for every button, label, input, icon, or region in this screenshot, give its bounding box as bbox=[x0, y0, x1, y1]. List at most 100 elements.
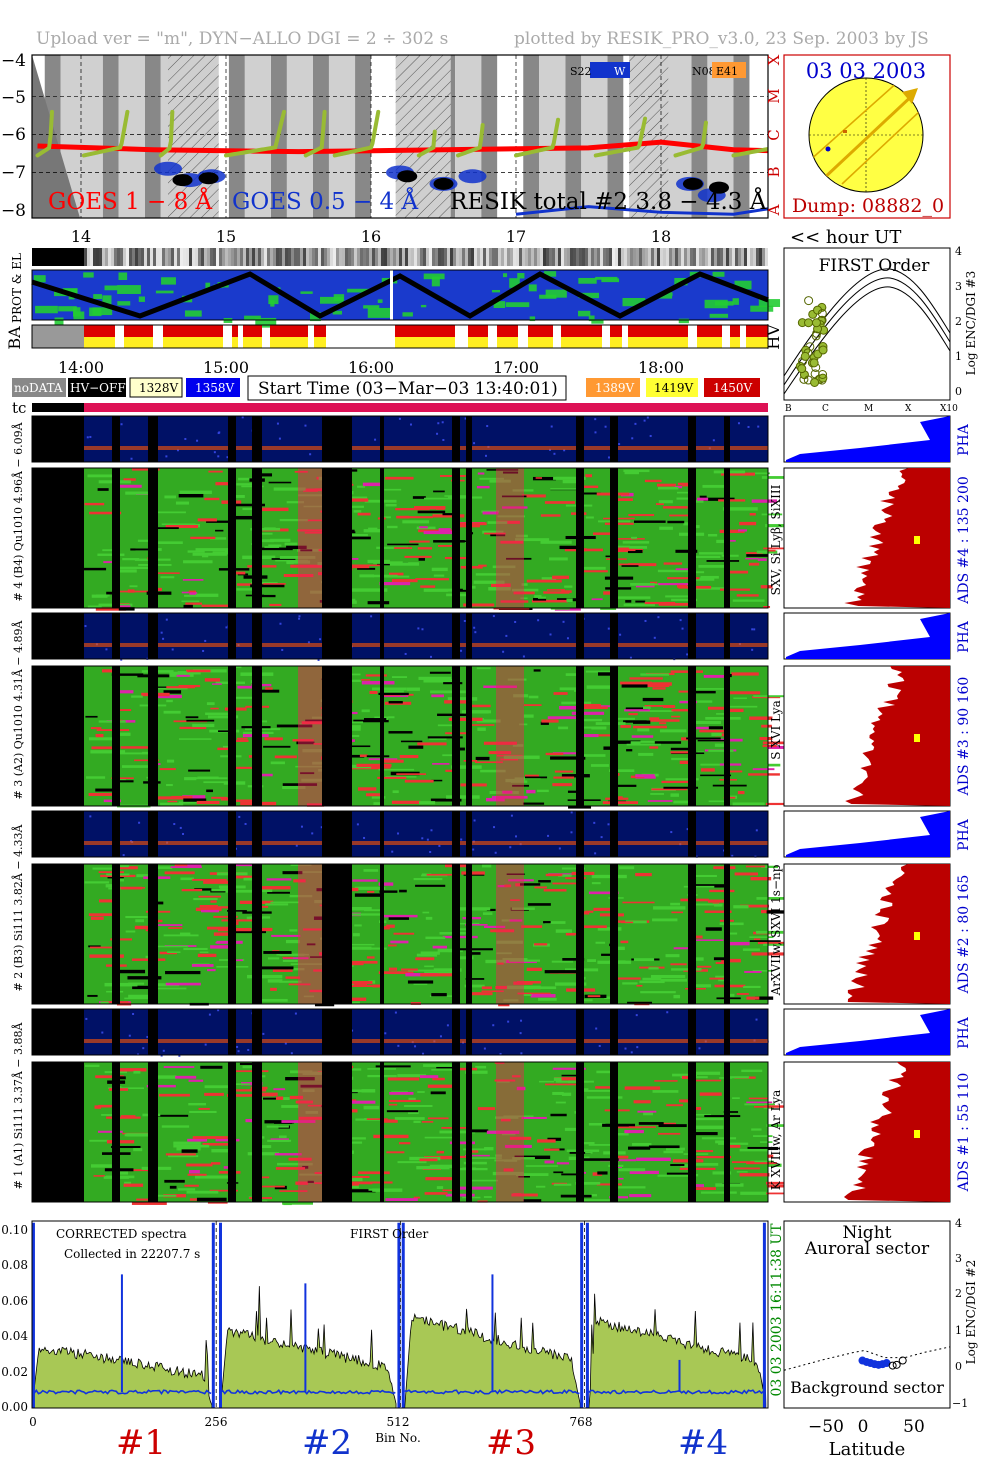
ba-yellow-2 bbox=[163, 337, 223, 348]
spectrogram-row bbox=[206, 702, 215, 706]
spectrogram-row bbox=[503, 1115, 534, 1118]
spectrogram-gap bbox=[380, 1062, 384, 1202]
spectrogram-row bbox=[265, 903, 289, 906]
spectrogram-gap bbox=[576, 468, 584, 608]
spectrogram-row bbox=[767, 1163, 782, 1167]
spectrogram-row bbox=[761, 476, 795, 479]
resik-green-4 bbox=[303, 109, 327, 158]
legend-hvoff bbox=[68, 378, 126, 397]
prot-green-blob bbox=[750, 305, 774, 312]
spectrogram-row bbox=[666, 1104, 684, 1107]
spectrogram-row bbox=[192, 552, 227, 556]
spectrogram-row bbox=[551, 960, 574, 963]
ba-red-2 bbox=[163, 325, 223, 337]
spectrogram-row bbox=[274, 1153, 302, 1156]
spectrogram-row bbox=[158, 1093, 190, 1097]
spectrogram-row bbox=[532, 597, 547, 601]
spectrogram-row bbox=[282, 1201, 313, 1205]
spectrogram-row bbox=[670, 902, 681, 906]
spectrogram-row bbox=[95, 733, 104, 738]
spectrogram-gap bbox=[688, 1062, 696, 1202]
pha-gap bbox=[112, 811, 120, 857]
spectrogram-row bbox=[638, 752, 654, 756]
spectrogram-row bbox=[112, 605, 131, 609]
prot-green-blob bbox=[184, 310, 202, 317]
gray-strip-cell bbox=[648, 248, 651, 266]
spectrogram-row bbox=[734, 872, 759, 876]
night-band-11 bbox=[523, 55, 540, 218]
pha-speck bbox=[598, 1044, 601, 1047]
night-band-1 bbox=[102, 55, 119, 218]
pha-speck bbox=[507, 1020, 510, 1023]
spectrogram-row bbox=[564, 548, 587, 552]
spectrogram-row bbox=[671, 911, 683, 914]
pha-line-3 bbox=[84, 1039, 768, 1043]
pha-speck bbox=[160, 1054, 163, 1057]
spectrogram-row bbox=[234, 666, 242, 669]
spectrogram-row bbox=[343, 906, 372, 911]
spectrogram-row bbox=[409, 540, 430, 543]
spectrogram-row bbox=[388, 967, 398, 971]
gray-strip-cell bbox=[240, 248, 243, 266]
sun-panel: 03 03 2003 Dump: 08882_0 bbox=[783, 54, 951, 219]
light-band-7 bbox=[455, 55, 482, 218]
spectrogram-row bbox=[526, 579, 562, 583]
spectrogram-row bbox=[732, 599, 765, 602]
spectrogram-row bbox=[424, 965, 434, 968]
goes-18-curve bbox=[37, 139, 768, 155]
spectrogram-row bbox=[131, 1201, 167, 1205]
spectrogram-row bbox=[675, 549, 698, 553]
spectrogram-row bbox=[163, 710, 181, 714]
pha-gap bbox=[688, 416, 696, 462]
gray-strip-cell bbox=[444, 248, 447, 266]
spectrogram-row bbox=[481, 986, 493, 990]
spectrogram-row bbox=[576, 706, 608, 710]
gray-strip-cell bbox=[402, 248, 405, 266]
spectrogram-row bbox=[666, 1172, 690, 1176]
spectrogram-row bbox=[264, 546, 280, 548]
spectrogram-row bbox=[711, 732, 722, 736]
spectrogram-row bbox=[86, 776, 106, 779]
gray-strip-cell bbox=[435, 248, 438, 266]
fo-xtick-c: C bbox=[822, 404, 829, 414]
spectrogram-row bbox=[237, 737, 248, 740]
pha-gap bbox=[576, 811, 584, 857]
spectrogram-row bbox=[617, 1186, 646, 1189]
spectrogram-row bbox=[623, 469, 650, 473]
legend-start-time: Start Time (03−Mar−03 13:40:01) bbox=[258, 379, 558, 399]
spectrogram-row bbox=[743, 985, 761, 988]
spectrogram-row bbox=[447, 697, 478, 701]
spectrogram-row bbox=[604, 576, 634, 580]
spectrogram-row bbox=[494, 1079, 516, 1082]
spectrogram-row bbox=[582, 485, 599, 489]
prot-green-blob bbox=[319, 296, 344, 304]
spectrogram-row bbox=[593, 532, 615, 535]
ba-red-12 bbox=[610, 325, 622, 337]
spectrogram-row bbox=[359, 754, 368, 757]
spectrogram-row bbox=[630, 582, 655, 586]
gray-strip-cell bbox=[681, 248, 684, 266]
spectrogram-row bbox=[538, 880, 551, 883]
legend-1450-text: 1450V bbox=[713, 381, 753, 395]
pha-speck bbox=[132, 1012, 135, 1015]
spectrogram-row bbox=[166, 784, 173, 787]
ch2-ads: ADS #2 : 80 165 bbox=[956, 875, 972, 995]
gray-strip-cell bbox=[753, 248, 756, 266]
spectrogram-row bbox=[424, 497, 455, 500]
pha-gap bbox=[322, 613, 352, 659]
pha-gap bbox=[380, 613, 384, 659]
spectrogram-row bbox=[718, 499, 746, 502]
spectrogram-row bbox=[682, 484, 692, 487]
pha-speck bbox=[225, 626, 228, 629]
pha-speck bbox=[374, 438, 377, 441]
spectrogram-row bbox=[539, 1080, 555, 1083]
gray-strip-cell bbox=[657, 248, 660, 266]
spectrogram-row bbox=[755, 930, 784, 934]
spectrogram-row bbox=[725, 941, 750, 946]
spectrogram-row bbox=[484, 1147, 494, 1151]
pha-speck bbox=[397, 1044, 400, 1047]
spectrogram-row bbox=[105, 884, 117, 888]
spectrogram-row bbox=[515, 883, 523, 887]
spectrogram-gap bbox=[576, 666, 584, 806]
spectrogram-row bbox=[629, 546, 648, 549]
